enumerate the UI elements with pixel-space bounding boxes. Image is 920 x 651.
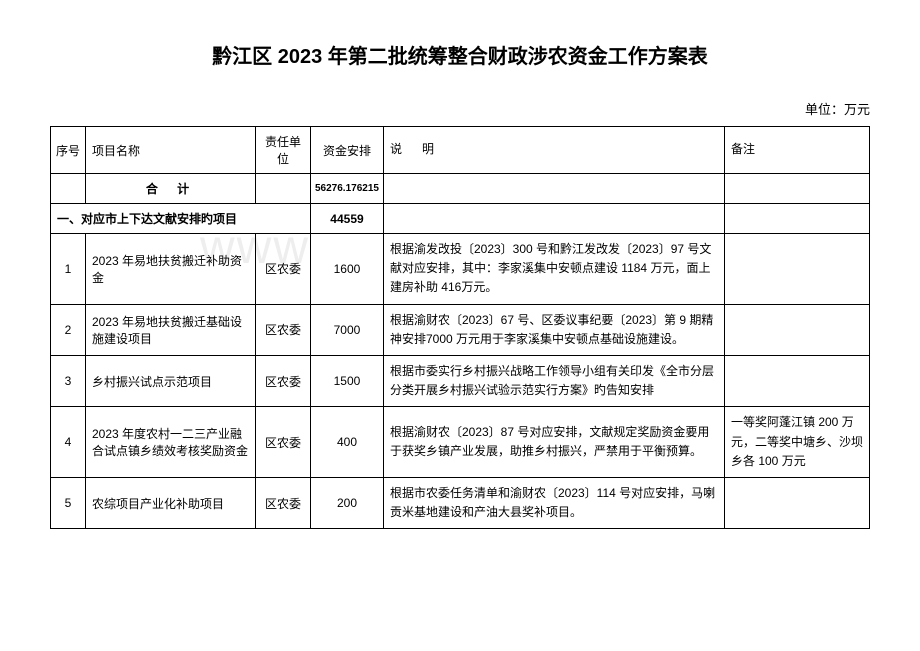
cell-seq: 2	[51, 304, 86, 355]
cell-fund: 1600	[311, 234, 384, 305]
cell-fund: 200	[311, 477, 384, 528]
total-fund: 56276.176215	[311, 174, 384, 204]
cell-remark	[725, 234, 870, 305]
section-title: 一、对应市上下达文献安排旳项目	[51, 204, 311, 234]
total-dept	[256, 174, 311, 204]
cell-dept: 区农委	[256, 304, 311, 355]
data-table: 序号 项目名称 责任单位 资金安排 说明 备注 合 计 56276.176215…	[50, 126, 870, 529]
table-row: 3 乡村振兴试点示范项目 区农委 1500 根据市委实行乡村振兴战略工作领导小组…	[51, 355, 870, 406]
total-desc	[383, 174, 724, 204]
cell-seq: 5	[51, 477, 86, 528]
cell-desc: 根据渝发改投〔2023〕300 号和黔江发改发〔2023〕97 号文献对应安排，…	[383, 234, 724, 305]
header-seq: 序号	[51, 127, 86, 174]
cell-fund: 400	[311, 407, 384, 478]
table-row: 2 2023 年易地扶贫搬迁基础设施建设项目 区农委 7000 根据渝财农〔20…	[51, 304, 870, 355]
cell-name: 农综项目产业化补助项目	[86, 477, 256, 528]
cell-desc: 根据市委实行乡村振兴战略工作领导小组有关印发《全市分层分类开展乡村振兴试验示范实…	[383, 355, 724, 406]
cell-remark	[725, 304, 870, 355]
table-row: 1 2023 年易地扶贫搬迁补助资金 区农委 1600 根据渝发改投〔2023〕…	[51, 234, 870, 305]
cell-remark: 一等奖阿蓬江镇 200 万元，二等奖中塘乡、沙坝乡各 100 万元	[725, 407, 870, 478]
cell-seq: 4	[51, 407, 86, 478]
header-name: 项目名称	[86, 127, 256, 174]
header-desc: 说明	[383, 127, 724, 174]
cell-desc: 根据渝财农〔2023〕67 号、区委议事纪要〔2023〕第 9 期精神安排700…	[383, 304, 724, 355]
cell-dept: 区农委	[256, 355, 311, 406]
table-row: 5 农综项目产业化补助项目 区农委 200 根据市农委任务清单和渝财农〔2023…	[51, 477, 870, 528]
cell-name: 2023 年度农村一二三产业融合试点镇乡绩效考核奖励资金	[86, 407, 256, 478]
cell-desc: 根据市农委任务清单和渝财农〔2023〕114 号对应安排，马喇贡米基地建设和产油…	[383, 477, 724, 528]
cell-dept: 区农委	[256, 407, 311, 478]
table-row: 4 2023 年度农村一二三产业融合试点镇乡绩效考核奖励资金 区农委 400 根…	[51, 407, 870, 478]
cell-name: 乡村振兴试点示范项目	[86, 355, 256, 406]
cell-dept: 区农委	[256, 477, 311, 528]
cell-name: 2023 年易地扶贫搬迁补助资金	[86, 234, 256, 305]
cell-dept: 区农委	[256, 234, 311, 305]
header-row: 序号 项目名称 责任单位 资金安排 说明 备注	[51, 127, 870, 174]
header-remark: 备注	[725, 127, 870, 174]
total-row: 合 计 56276.176215	[51, 174, 870, 204]
cell-fund: 1500	[311, 355, 384, 406]
total-label: 合 计	[86, 174, 256, 204]
header-fund: 资金安排	[311, 127, 384, 174]
unit-label: 单位：万元	[50, 99, 870, 118]
cell-fund: 7000	[311, 304, 384, 355]
content-wrapper: 黔江区 2023 年第二批统筹整合财政涉农资金工作方案表 单位：万元 序号 项目…	[50, 40, 870, 529]
total-remark	[725, 174, 870, 204]
header-dept: 责任单位	[256, 127, 311, 174]
section-fund: 44559	[311, 204, 384, 234]
cell-name: 2023 年易地扶贫搬迁基础设施建设项目	[86, 304, 256, 355]
page-title: 黔江区 2023 年第二批统筹整合财政涉农资金工作方案表	[50, 40, 870, 69]
section-remark	[725, 204, 870, 234]
cell-remark	[725, 355, 870, 406]
total-seq	[51, 174, 86, 204]
cell-seq: 3	[51, 355, 86, 406]
section-row: 一、对应市上下达文献安排旳项目 44559	[51, 204, 870, 234]
cell-desc: 根据渝财农〔2023〕87 号对应安排，文献规定奖励资金要用于获奖乡镇产业发展，…	[383, 407, 724, 478]
section-desc	[383, 204, 724, 234]
cell-remark	[725, 477, 870, 528]
cell-seq: 1	[51, 234, 86, 305]
